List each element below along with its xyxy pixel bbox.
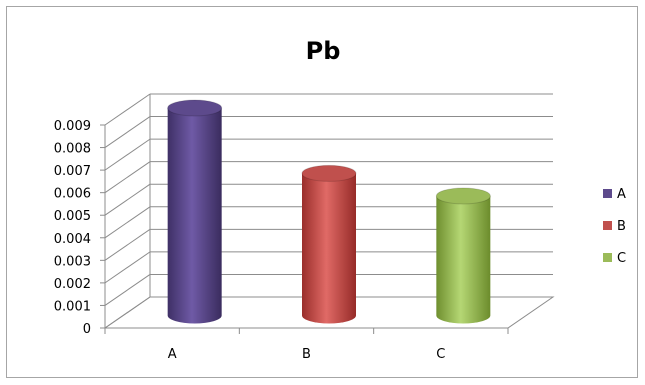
x-tick-label: C — [436, 347, 445, 362]
legend-swatch — [603, 221, 612, 230]
gridline-diagonal — [104, 138, 151, 171]
gridline-diagonal — [104, 116, 151, 148]
legend-swatch — [603, 189, 612, 198]
x-tick-label: B — [302, 347, 311, 362]
gridline-diagonal — [104, 206, 151, 239]
y-tick-label: 0.006 — [54, 187, 91, 202]
y-tick-label: 0.001 — [54, 299, 91, 314]
x-axis-labels: A B C — [168, 347, 446, 362]
bar-top — [301, 164, 357, 182]
legend-label: A — [617, 187, 626, 202]
y-axis-ticks: 0 0.001 0.002 0.003 0.004 0.005 0.006 0.007 0.00… — [54, 119, 105, 337]
gridline-diagonal — [104, 228, 151, 261]
gridline-diagonal — [104, 183, 151, 216]
gridline-diagonal — [104, 93, 151, 126]
y-tick-label: 0.009 — [54, 119, 91, 134]
legend-label: B — [617, 219, 626, 234]
gridline-diagonal — [104, 161, 151, 194]
chart-title: Pb — [305, 37, 341, 65]
bar-top — [167, 99, 223, 117]
bar-C — [435, 187, 491, 324]
bar-body — [302, 173, 356, 324]
x-tick-label: A — [168, 347, 177, 362]
bar-top — [435, 187, 491, 205]
axes — [103, 94, 555, 334]
bars — [167, 99, 491, 324]
bar-A — [167, 99, 223, 324]
y-tick-label: 0.007 — [54, 164, 91, 179]
bar-B — [301, 164, 357, 324]
bar-body — [436, 195, 491, 324]
y-tick-label: 0.005 — [54, 209, 91, 224]
bar-body — [167, 107, 222, 324]
legend-swatch — [603, 253, 612, 262]
y-tick-label: 0.003 — [54, 254, 91, 269]
y-tick-label: 0.002 — [54, 277, 91, 292]
gridline-diagonal — [104, 251, 151, 284]
legend-label: C — [617, 251, 626, 266]
legend: A B C — [603, 187, 626, 266]
y-tick-label: 0.008 — [54, 142, 91, 157]
y-tick-label: 0.004 — [54, 232, 91, 247]
y-tick-label: 0 — [83, 322, 91, 337]
gridline-diagonal — [104, 274, 151, 306]
